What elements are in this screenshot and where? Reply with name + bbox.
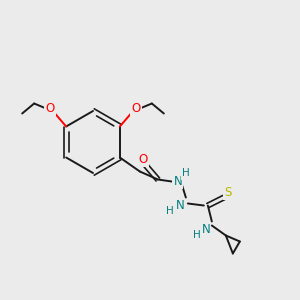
Text: O: O — [138, 153, 148, 166]
Text: N: N — [173, 175, 182, 188]
Text: N: N — [202, 223, 210, 236]
Text: O: O — [46, 102, 55, 115]
Text: S: S — [224, 186, 232, 199]
Text: H: H — [193, 230, 201, 241]
Text: H: H — [166, 206, 174, 217]
Text: O: O — [131, 102, 140, 115]
Text: N: N — [176, 199, 184, 212]
Text: H: H — [182, 169, 190, 178]
